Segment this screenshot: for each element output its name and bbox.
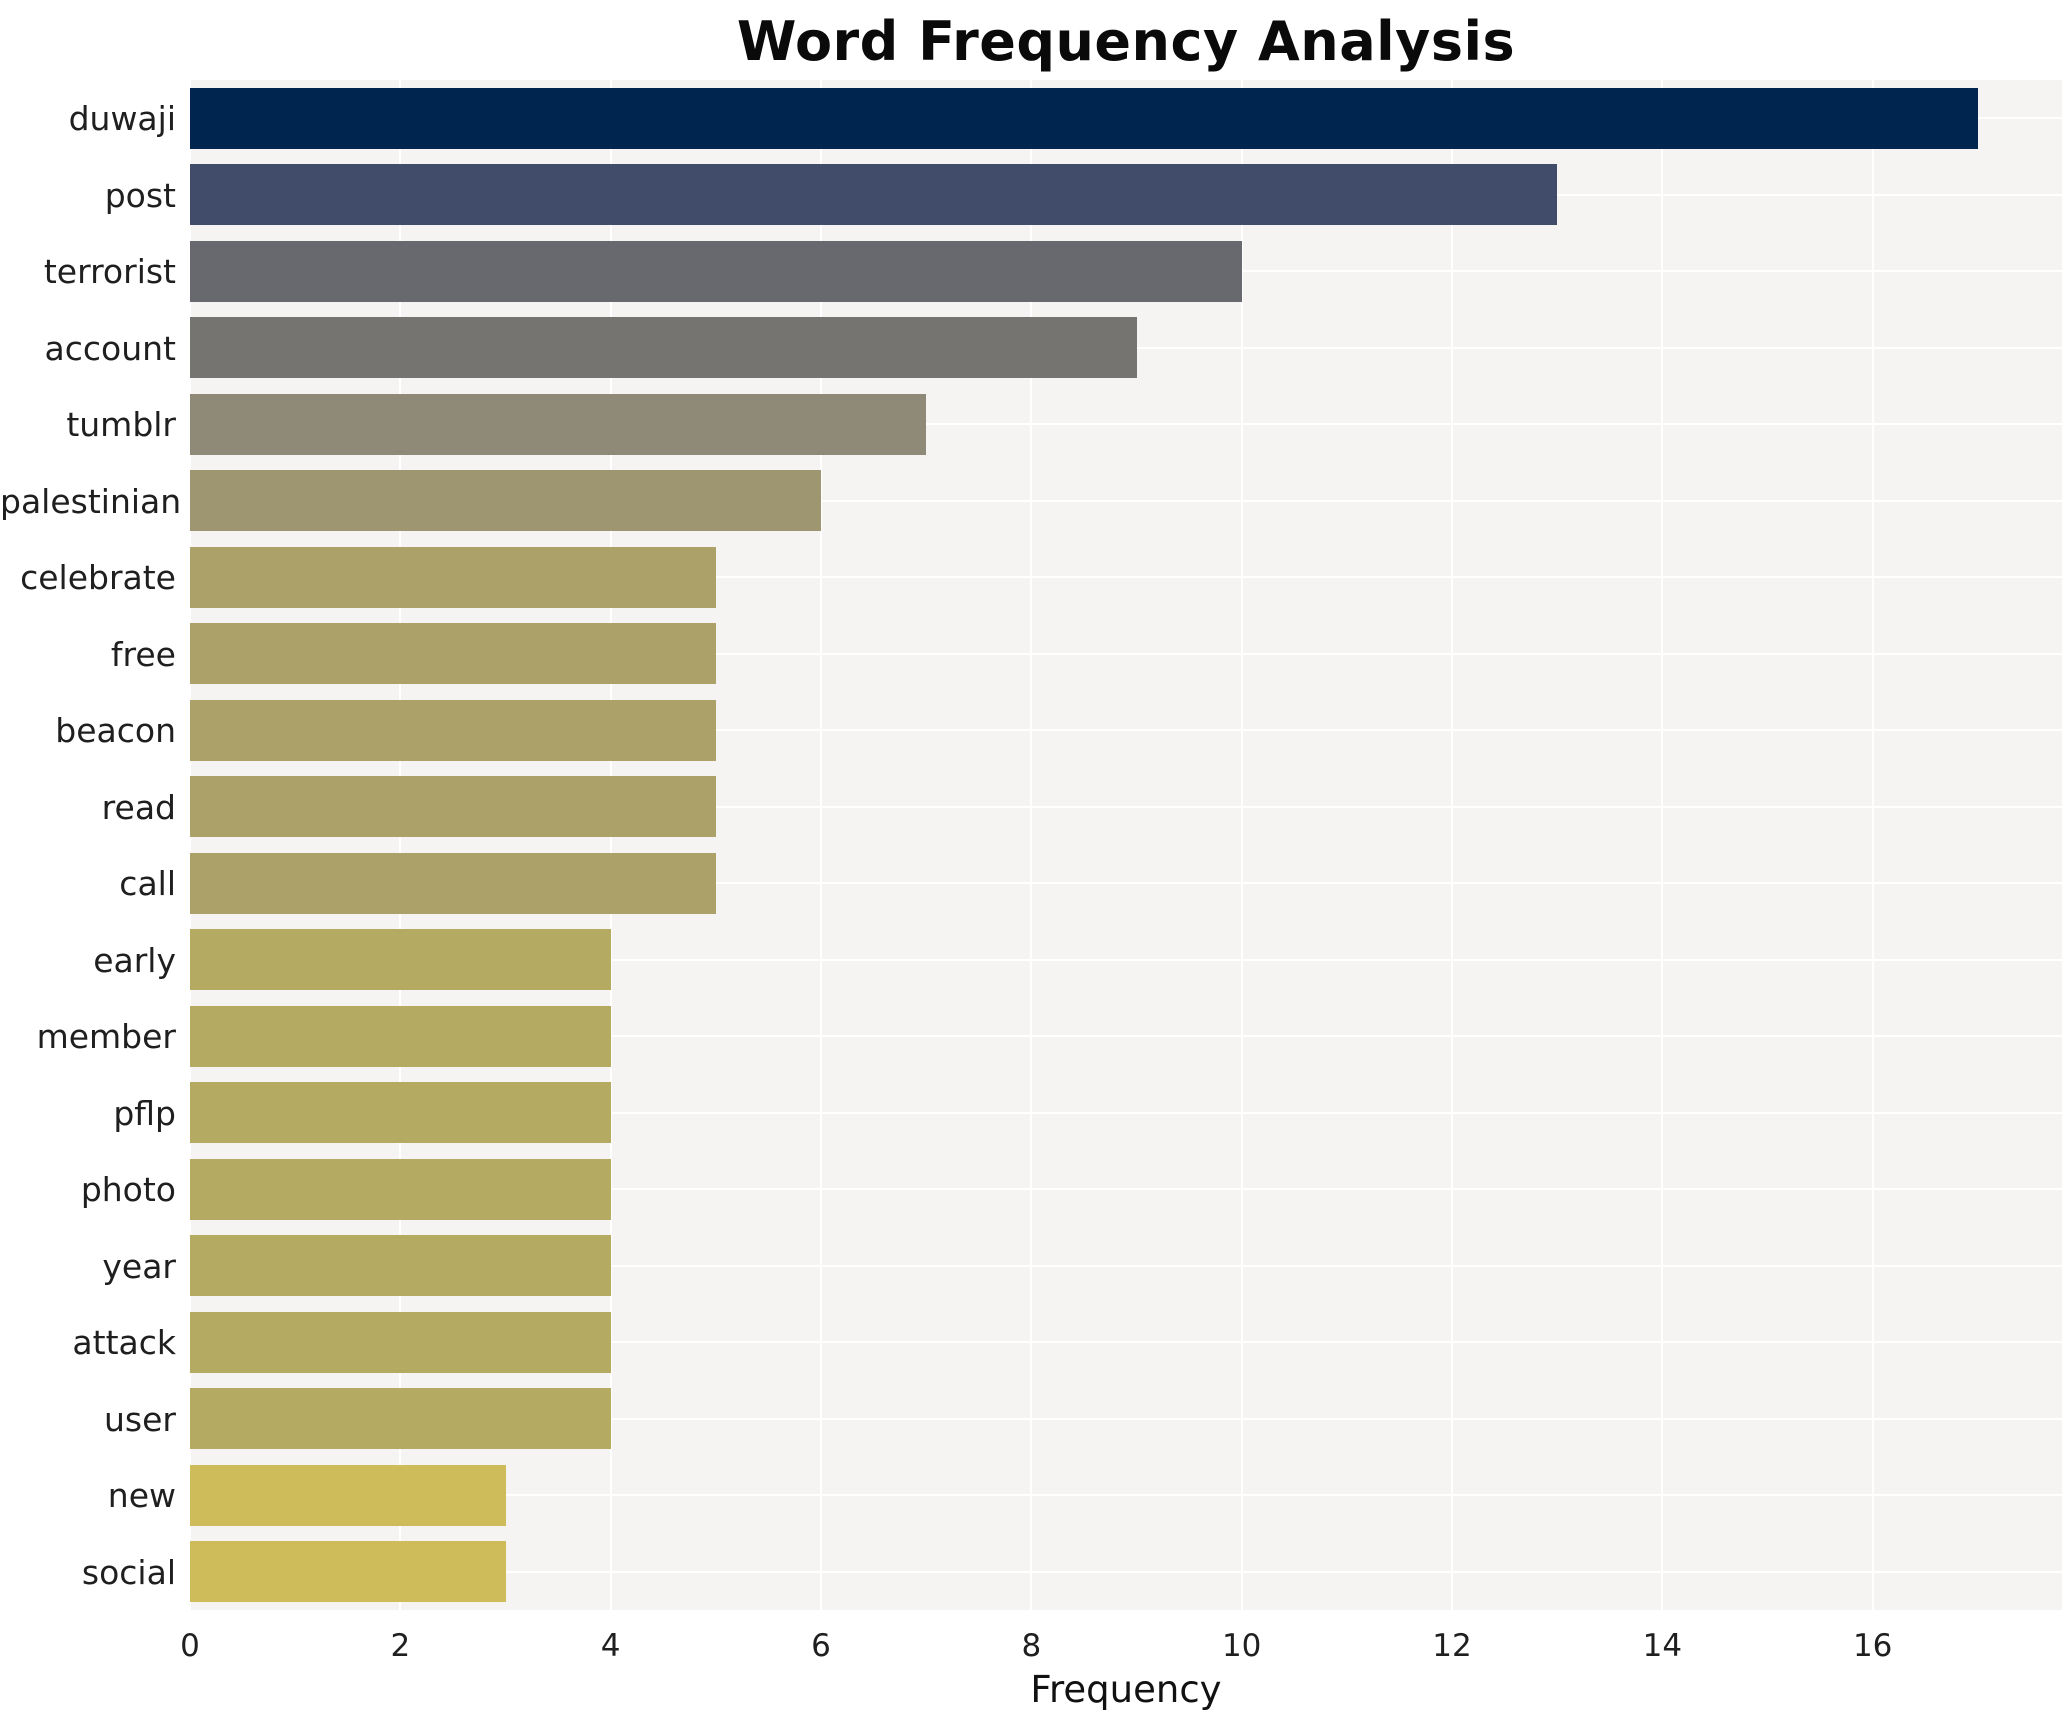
horizontal-gridline xyxy=(190,1570,2062,1573)
x-axis-label: Frequency xyxy=(1030,1668,1222,1710)
y-tick-label-new: new xyxy=(107,1476,176,1516)
bar-beacon xyxy=(190,699,716,761)
bar-user xyxy=(190,1388,611,1450)
vertical-gridline xyxy=(609,80,612,1610)
y-tick-label-duwaji: duwaji xyxy=(68,99,176,139)
bar-member xyxy=(190,1005,611,1067)
y-tick-label-palestinian: palestinian xyxy=(0,481,182,521)
bar-new xyxy=(190,1464,506,1526)
x-tick-label-10: 10 xyxy=(1221,1628,1262,1664)
horizontal-gridline xyxy=(190,652,2062,655)
bar-pflp xyxy=(190,1082,611,1144)
x-tick-label-12: 12 xyxy=(1432,1628,1472,1664)
bar-terrorist xyxy=(190,240,1242,302)
bar-attack xyxy=(190,1311,611,1373)
y-tick-label-pflp: pflp xyxy=(113,1093,176,1133)
bar-photo xyxy=(190,1158,611,1220)
bar-read xyxy=(190,776,716,838)
bar-account xyxy=(190,317,1137,379)
horizontal-gridline xyxy=(190,1188,2062,1191)
y-tick-label-free: free xyxy=(110,634,176,674)
horizontal-gridline xyxy=(190,958,2062,961)
horizontal-gridline xyxy=(190,1417,2062,1420)
y-tick-label-terrorist: terrorist xyxy=(43,252,176,292)
y-tick-label-read: read xyxy=(101,787,176,827)
horizontal-gridline xyxy=(190,1341,2062,1344)
horizontal-gridline xyxy=(190,1111,2062,1114)
vertical-gridline xyxy=(820,80,822,1610)
bar-social xyxy=(190,1541,506,1603)
bar-celebrate xyxy=(190,546,716,608)
y-tick-label-call: call xyxy=(119,864,176,904)
horizontal-gridline xyxy=(190,423,2062,426)
vertical-gridline xyxy=(1240,80,1243,1610)
bar-duwaji xyxy=(190,87,1978,149)
y-tick-label-member: member xyxy=(36,1017,176,1057)
chart-title: Word Frequency Analysis xyxy=(736,10,1516,73)
y-tick-label-user: user xyxy=(104,1399,176,1439)
y-tick-label-year: year xyxy=(102,1246,176,1286)
horizontal-gridline xyxy=(190,1035,2062,1038)
vertical-gridline xyxy=(1871,80,1874,1610)
bar-palestinian xyxy=(190,470,821,532)
plot-area xyxy=(189,80,2062,1610)
y-tick-label-social: social xyxy=(81,1552,176,1592)
horizontal-gridline xyxy=(190,576,2062,579)
y-tick-label-photo: photo xyxy=(80,1170,176,1210)
x-tick-label-0: 0 xyxy=(180,1628,200,1664)
vertical-gridline xyxy=(1661,80,1664,1610)
bar-tumblr xyxy=(190,393,927,455)
bar-free xyxy=(190,623,716,685)
x-tick-label-6: 6 xyxy=(811,1628,831,1664)
horizontal-gridline xyxy=(190,882,2062,885)
horizontal-gridline xyxy=(190,805,2062,808)
horizontal-gridline xyxy=(190,729,2062,732)
vertical-gridline xyxy=(399,80,402,1610)
y-tick-label-early: early xyxy=(93,940,176,980)
bar-year xyxy=(190,1235,611,1297)
bar-early xyxy=(190,929,611,991)
x-tick-label-4: 4 xyxy=(600,1628,621,1664)
y-tick-label-beacon: beacon xyxy=(55,711,176,751)
x-tick-label-2: 2 xyxy=(390,1628,411,1664)
bar-post xyxy=(190,164,1558,226)
x-tick-label-8: 8 xyxy=(1021,1628,1042,1664)
y-tick-label-attack: attack xyxy=(72,1323,176,1363)
horizontal-gridline xyxy=(190,1494,2062,1497)
horizontal-gridline xyxy=(190,499,2062,502)
vertical-gridline xyxy=(189,80,191,1610)
y-tick-label-tumblr: tumblr xyxy=(66,405,176,445)
y-tick-label-post: post xyxy=(104,175,176,215)
bar-call xyxy=(190,852,716,914)
vertical-gridline xyxy=(1030,80,1033,1610)
x-tick-label-14: 14 xyxy=(1642,1628,1683,1664)
horizontal-gridline xyxy=(190,1264,2062,1267)
vertical-gridline xyxy=(1451,80,1454,1610)
y-tick-label-account: account xyxy=(44,328,176,368)
y-tick-label-celebrate: celebrate xyxy=(20,558,176,598)
x-tick-label-16: 16 xyxy=(1852,1628,1893,1664)
